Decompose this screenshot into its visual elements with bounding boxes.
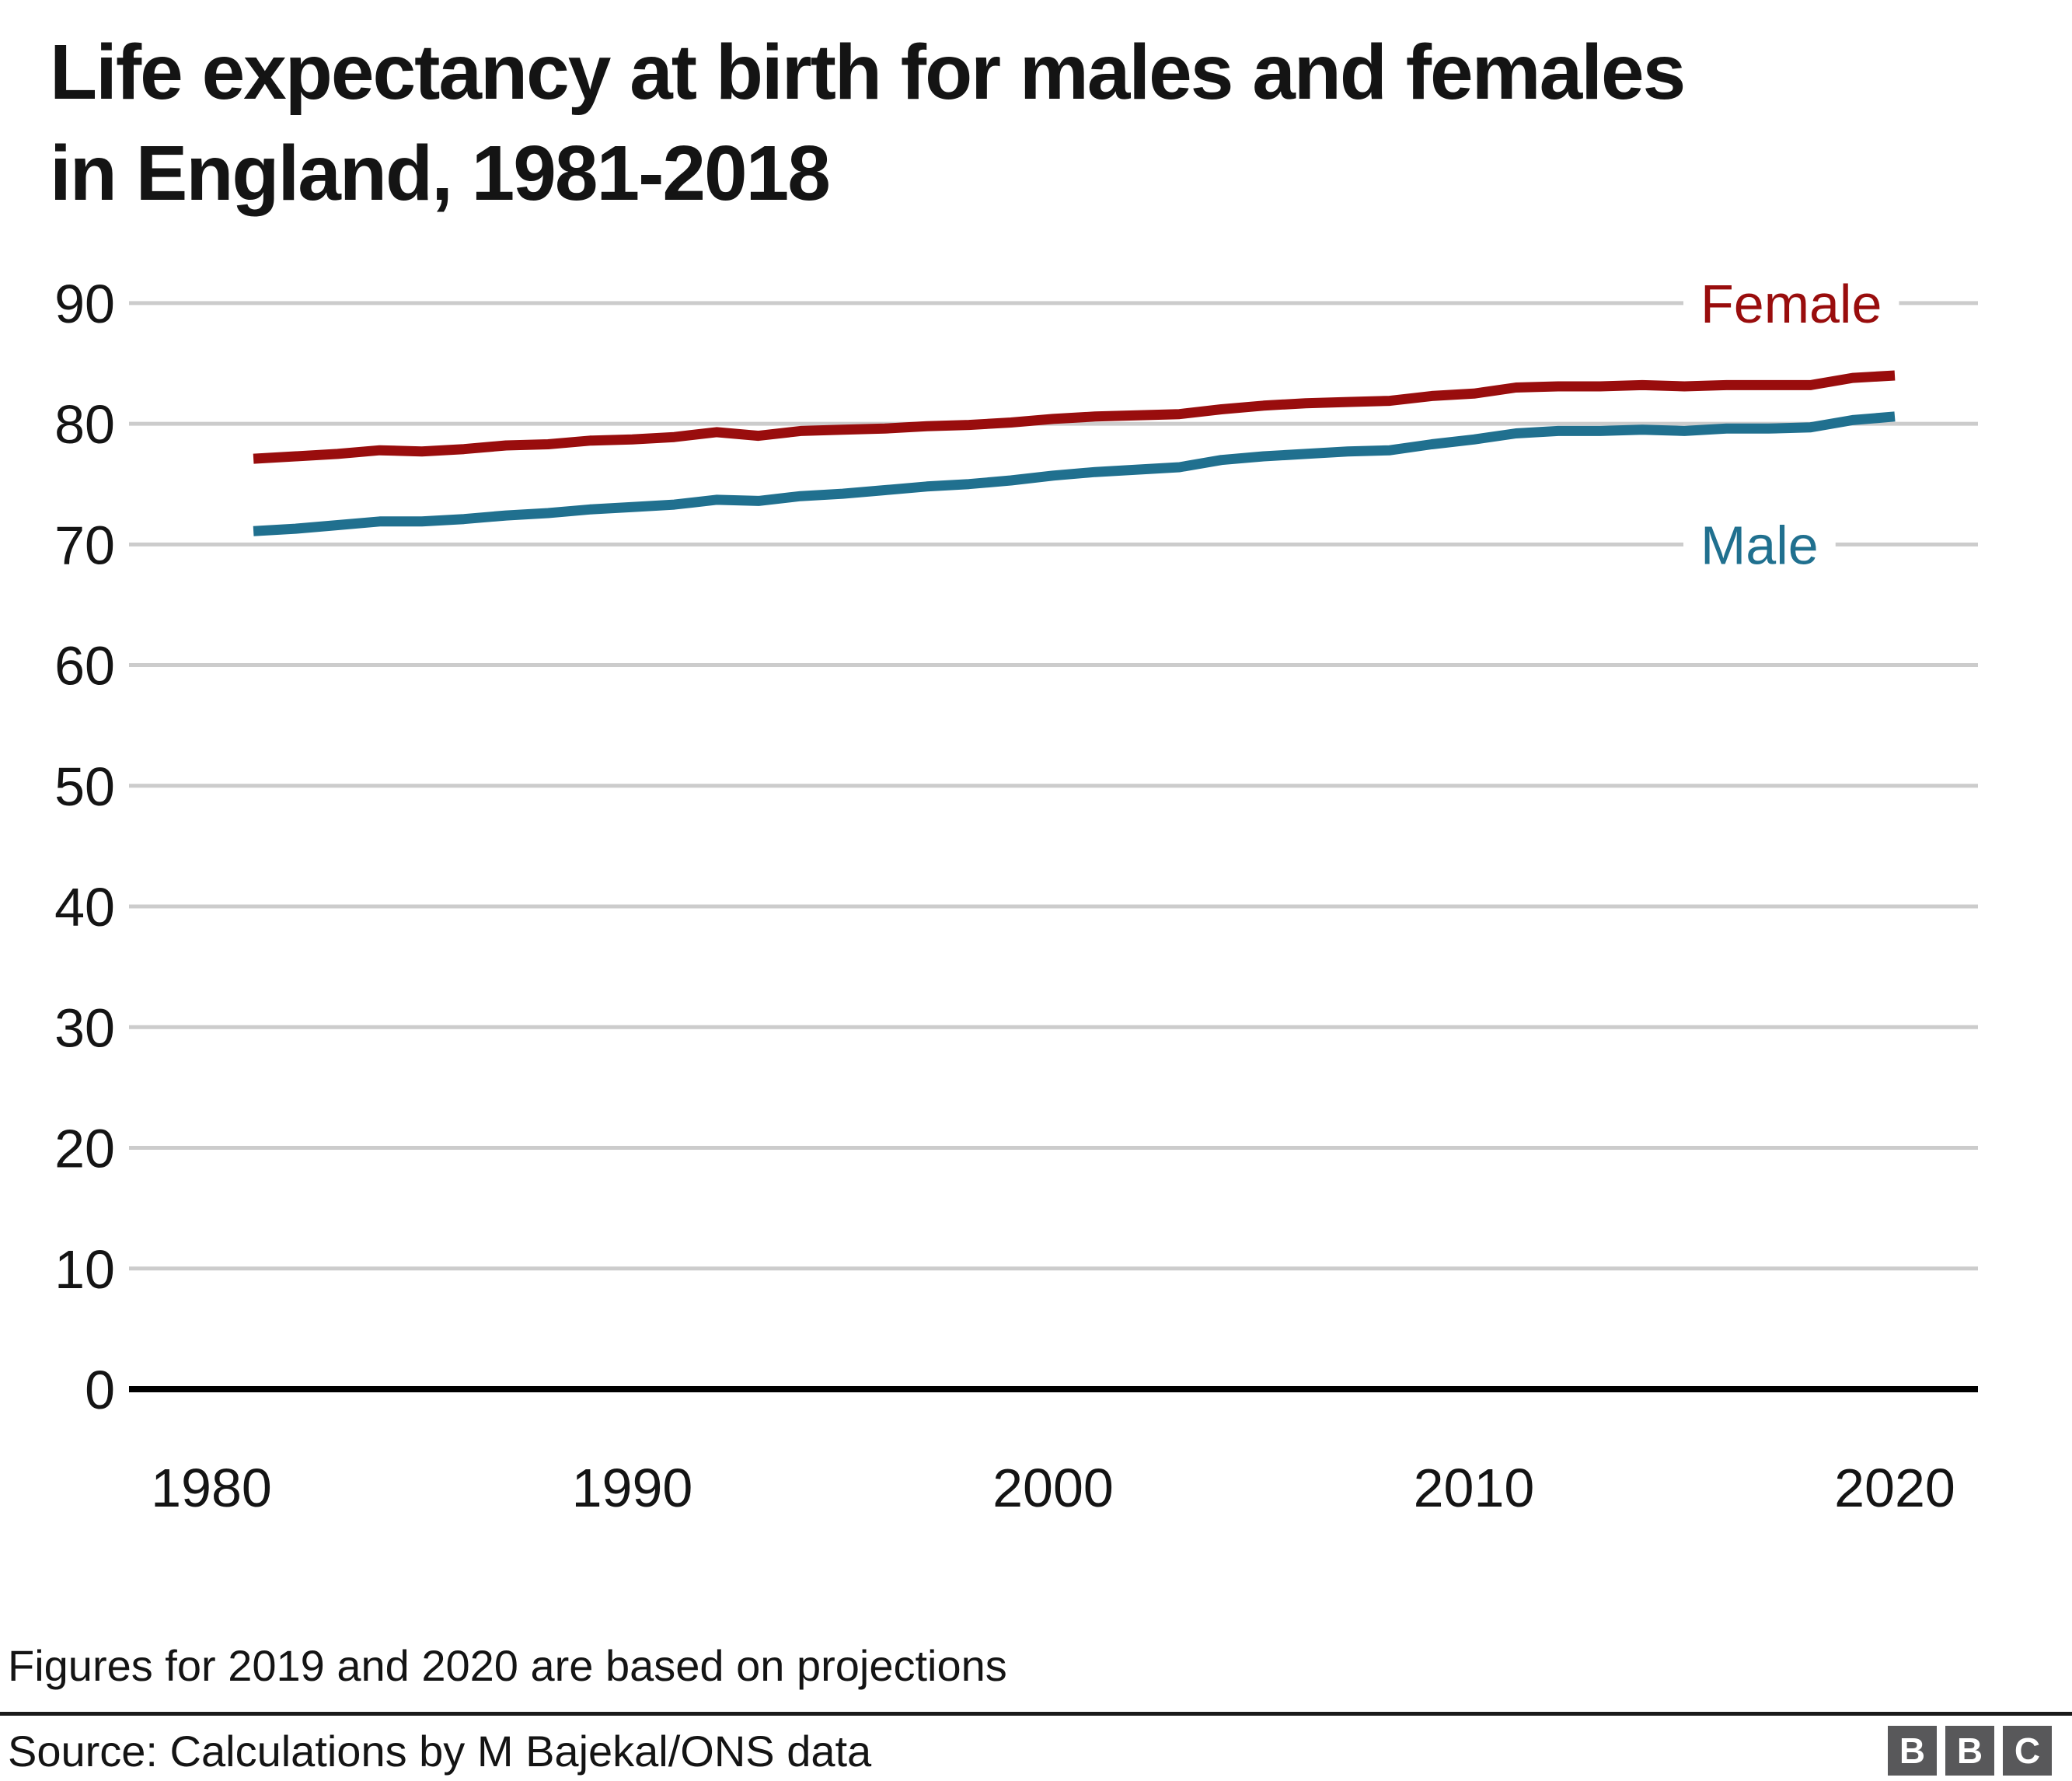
bbc-logo-block-3: C [2003,1726,2052,1776]
y-tick-label-30: 30 [54,997,115,1058]
chart-title-line-2: in England, 1981-2018 [50,130,831,217]
x-tick-label-2000: 2000 [992,1458,1114,1518]
chart-title-line-1: Life expectancy at birth for males and f… [50,29,1686,116]
y-tick-label-90: 90 [54,274,115,334]
series-label-backing-male [1683,510,1836,581]
series-label-female: Female [1701,274,1882,334]
y-tick-label-50: 50 [54,756,115,817]
male-line [253,411,1896,536]
bbc-logo-block-2: B [1945,1726,1994,1776]
series-label-backing-female [1683,268,1899,339]
y-tick-label-70: 70 [54,515,115,575]
chart-title: Life expectancy at birth for males and f… [50,22,1686,224]
y-tick-label-20: 20 [54,1119,115,1179]
y-tick-label-80: 80 [54,394,115,455]
source-text: Source: Calculations by M Bajekal/ONS da… [8,1727,872,1776]
y-tick-label-10: 10 [54,1239,115,1300]
x-tick-label-1990: 1990 [572,1458,693,1518]
x-tick-label-2020: 2020 [1834,1458,1955,1518]
footnote-text: Figures for 2019 and 2020 are based on p… [8,1641,1007,1690]
series-label-male: Male [1701,515,1819,575]
x-tick-label-2010: 2010 [1414,1458,1535,1518]
divider-rule [0,1712,2072,1716]
female-line [253,370,1896,464]
y-tick-label-0: 0 [85,1360,115,1420]
bbc-logo: B B C [1888,1726,2052,1776]
bbc-logo-block-1: B [1888,1726,1937,1776]
y-tick-label-60: 60 [54,636,115,697]
x-tick-label-1980: 1980 [151,1458,272,1518]
y-tick-label-40: 40 [54,877,115,938]
